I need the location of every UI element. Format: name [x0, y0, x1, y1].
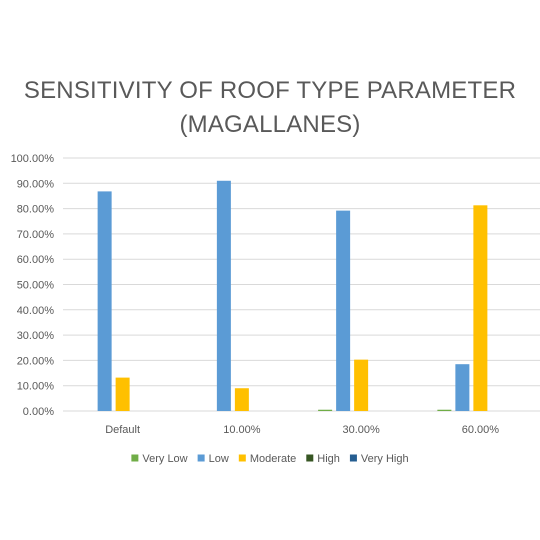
- bar-moderate: [354, 359, 369, 411]
- bar-moderate: [473, 205, 488, 411]
- legend-swatch: [349, 454, 357, 462]
- y-axis-ticks: 0.00% 10.00% 20.00% 30.00% 40.00% 50.00% 60.00…: [11, 153, 55, 418]
- legend-swatch: [197, 454, 205, 462]
- legend-item: Very High: [349, 453, 409, 465]
- bar-low: [97, 191, 112, 411]
- legend: Very Low Low Moderate High Very High: [131, 453, 409, 465]
- legend-label: High: [317, 453, 340, 465]
- bar-moderate: [234, 388, 249, 411]
- legend-item: Moderate: [238, 453, 296, 465]
- y-tick-label: 20.00%: [17, 355, 55, 367]
- legend-swatch: [306, 454, 314, 462]
- legend-swatch: [238, 454, 246, 462]
- legend-item: High: [306, 453, 340, 465]
- x-tick-label: 10.00%: [223, 424, 261, 436]
- bar-low: [455, 364, 470, 411]
- y-tick-label: 80.00%: [17, 204, 55, 216]
- legend-label: Very High: [361, 453, 409, 465]
- bars: [97, 180, 488, 411]
- y-tick-label: 30.00%: [17, 330, 55, 342]
- x-tick-label: Default: [105, 424, 140, 436]
- y-tick-label: 10.00%: [17, 381, 55, 393]
- legend-label: Low: [209, 453, 229, 465]
- bar-very-low: [437, 409, 452, 411]
- y-tick-label: 50.00%: [17, 280, 55, 292]
- x-tick-label: 60.00%: [462, 424, 500, 436]
- bar-low: [216, 180, 231, 411]
- chart-subtitle: (MAGALLANES): [179, 111, 361, 138]
- chart-title: SENSITIVITY OF ROOF TYPE PARAMETER: [23, 77, 517, 104]
- gridlines: [63, 157, 540, 412]
- y-tick-label: 70.00%: [17, 229, 55, 241]
- legend-label: Moderate: [250, 453, 296, 465]
- y-tick-label: 60.00%: [17, 254, 55, 266]
- x-axis-ticks: Default 10.00% 30.00% 60.00%: [105, 424, 499, 436]
- y-tick-label: 0.00%: [23, 406, 54, 418]
- bar-very-low: [318, 409, 333, 411]
- bar-moderate: [115, 377, 130, 411]
- legend-label: Very Low: [142, 453, 187, 465]
- legend-item: Very Low: [131, 453, 188, 465]
- legend-swatch: [131, 454, 139, 462]
- y-tick-label: 100.00%: [11, 153, 55, 165]
- y-tick-label: 40.00%: [17, 305, 55, 317]
- x-tick-label: 30.00%: [342, 424, 380, 436]
- y-tick-label: 90.00%: [17, 178, 55, 190]
- bar-low: [336, 210, 351, 411]
- legend-item: Low: [197, 453, 229, 465]
